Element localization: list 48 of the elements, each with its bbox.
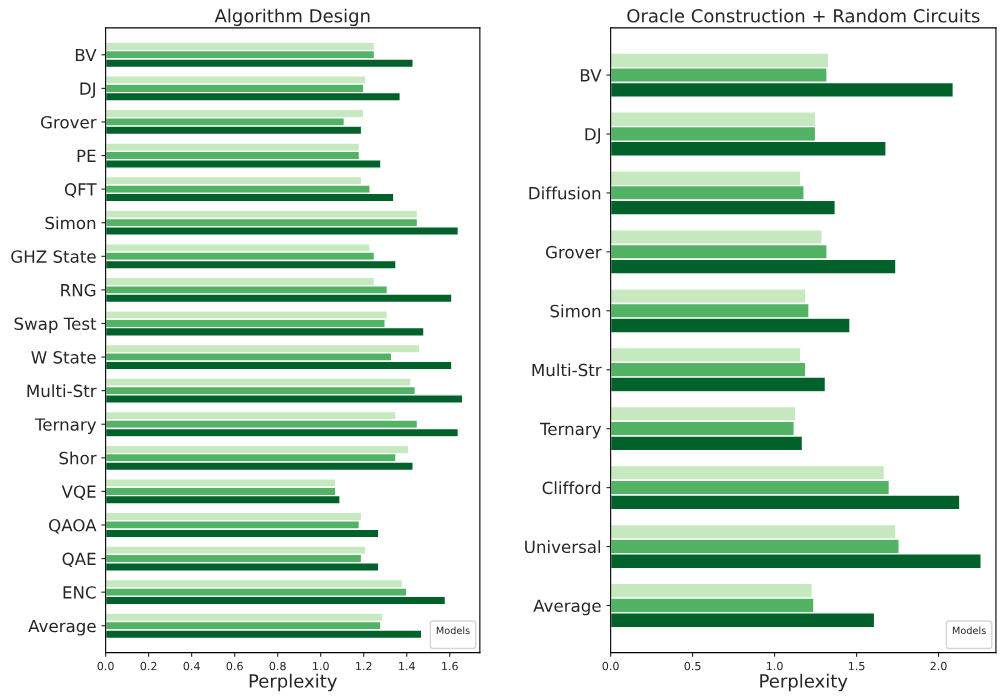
y-tick-label: Multi-Str: [27, 384, 97, 398]
y-tick-label: QFT: [64, 183, 97, 198]
x-tick-label: 0.2: [140, 661, 157, 671]
x-tick-label: 1.4: [399, 662, 415, 671]
x-tick-label: 1.0: [766, 661, 783, 671]
x-tick-label: 1.2: [356, 661, 372, 671]
legend-title: Models: [436, 626, 470, 635]
y-tick-label: VQE: [61, 485, 96, 500]
y-tick-label: DJ: [80, 82, 95, 99]
x-tick-label: 2.0: [930, 661, 947, 671]
x-tick-label: 0.5: [684, 661, 701, 671]
x-tick-label: 1.5: [848, 662, 865, 671]
y-tick-label: QAOA: [49, 518, 97, 534]
y-tick-label: Average: [28, 619, 96, 636]
legend-title: Models: [952, 626, 986, 635]
y-tick-label: GHZ State: [11, 250, 96, 263]
chart-title: Oracle Construction + Random Circuits: [627, 8, 980, 23]
y-tick-label: W State: [31, 351, 96, 364]
x-axis-title: Perplexity: [249, 673, 337, 692]
y-tick-label: Clifford: [542, 481, 601, 495]
y-tick-label: DJ: [585, 128, 600, 144]
y-tick-label: Simon: [550, 304, 601, 318]
x-tick-label: 1.0: [313, 661, 329, 671]
x-tick-label: 0.6: [226, 661, 243, 671]
y-tick-label: Shor: [59, 451, 97, 465]
chart-title: Algorithm Design: [214, 8, 370, 27]
y-tick-label: Ternary: [34, 418, 97, 435]
y-tick-label: Universal: [525, 540, 601, 554]
y-tick-label: BV: [580, 69, 602, 82]
x-tick-label: 0.4: [183, 661, 200, 671]
x-tick-label: 0.8: [269, 661, 286, 671]
y-tick-label: Diffusion: [529, 186, 601, 200]
y-tick-label: RNG: [61, 283, 96, 297]
y-tick-label: Swap Test: [14, 317, 97, 334]
y-tick-label: Ternary: [539, 422, 602, 439]
y-tick-label: Grover: [40, 115, 97, 129]
x-tick-label: 0.0: [602, 661, 619, 671]
x-tick-label: 0.0: [97, 661, 114, 671]
y-tick-label: PE: [77, 149, 96, 162]
y-tick-label: Simon: [45, 216, 96, 230]
y-tick-label: BV: [75, 48, 97, 62]
x-tick-label: 1.6: [442, 661, 458, 671]
x-axis-title: Perplexity: [760, 673, 848, 692]
y-tick-label: ENC: [63, 586, 96, 599]
y-tick-label: Multi-Str: [532, 363, 602, 377]
y-tick-label: Grover: [545, 245, 602, 259]
y-tick-label: QAE: [62, 552, 96, 568]
y-tick-label: Average: [533, 599, 601, 616]
